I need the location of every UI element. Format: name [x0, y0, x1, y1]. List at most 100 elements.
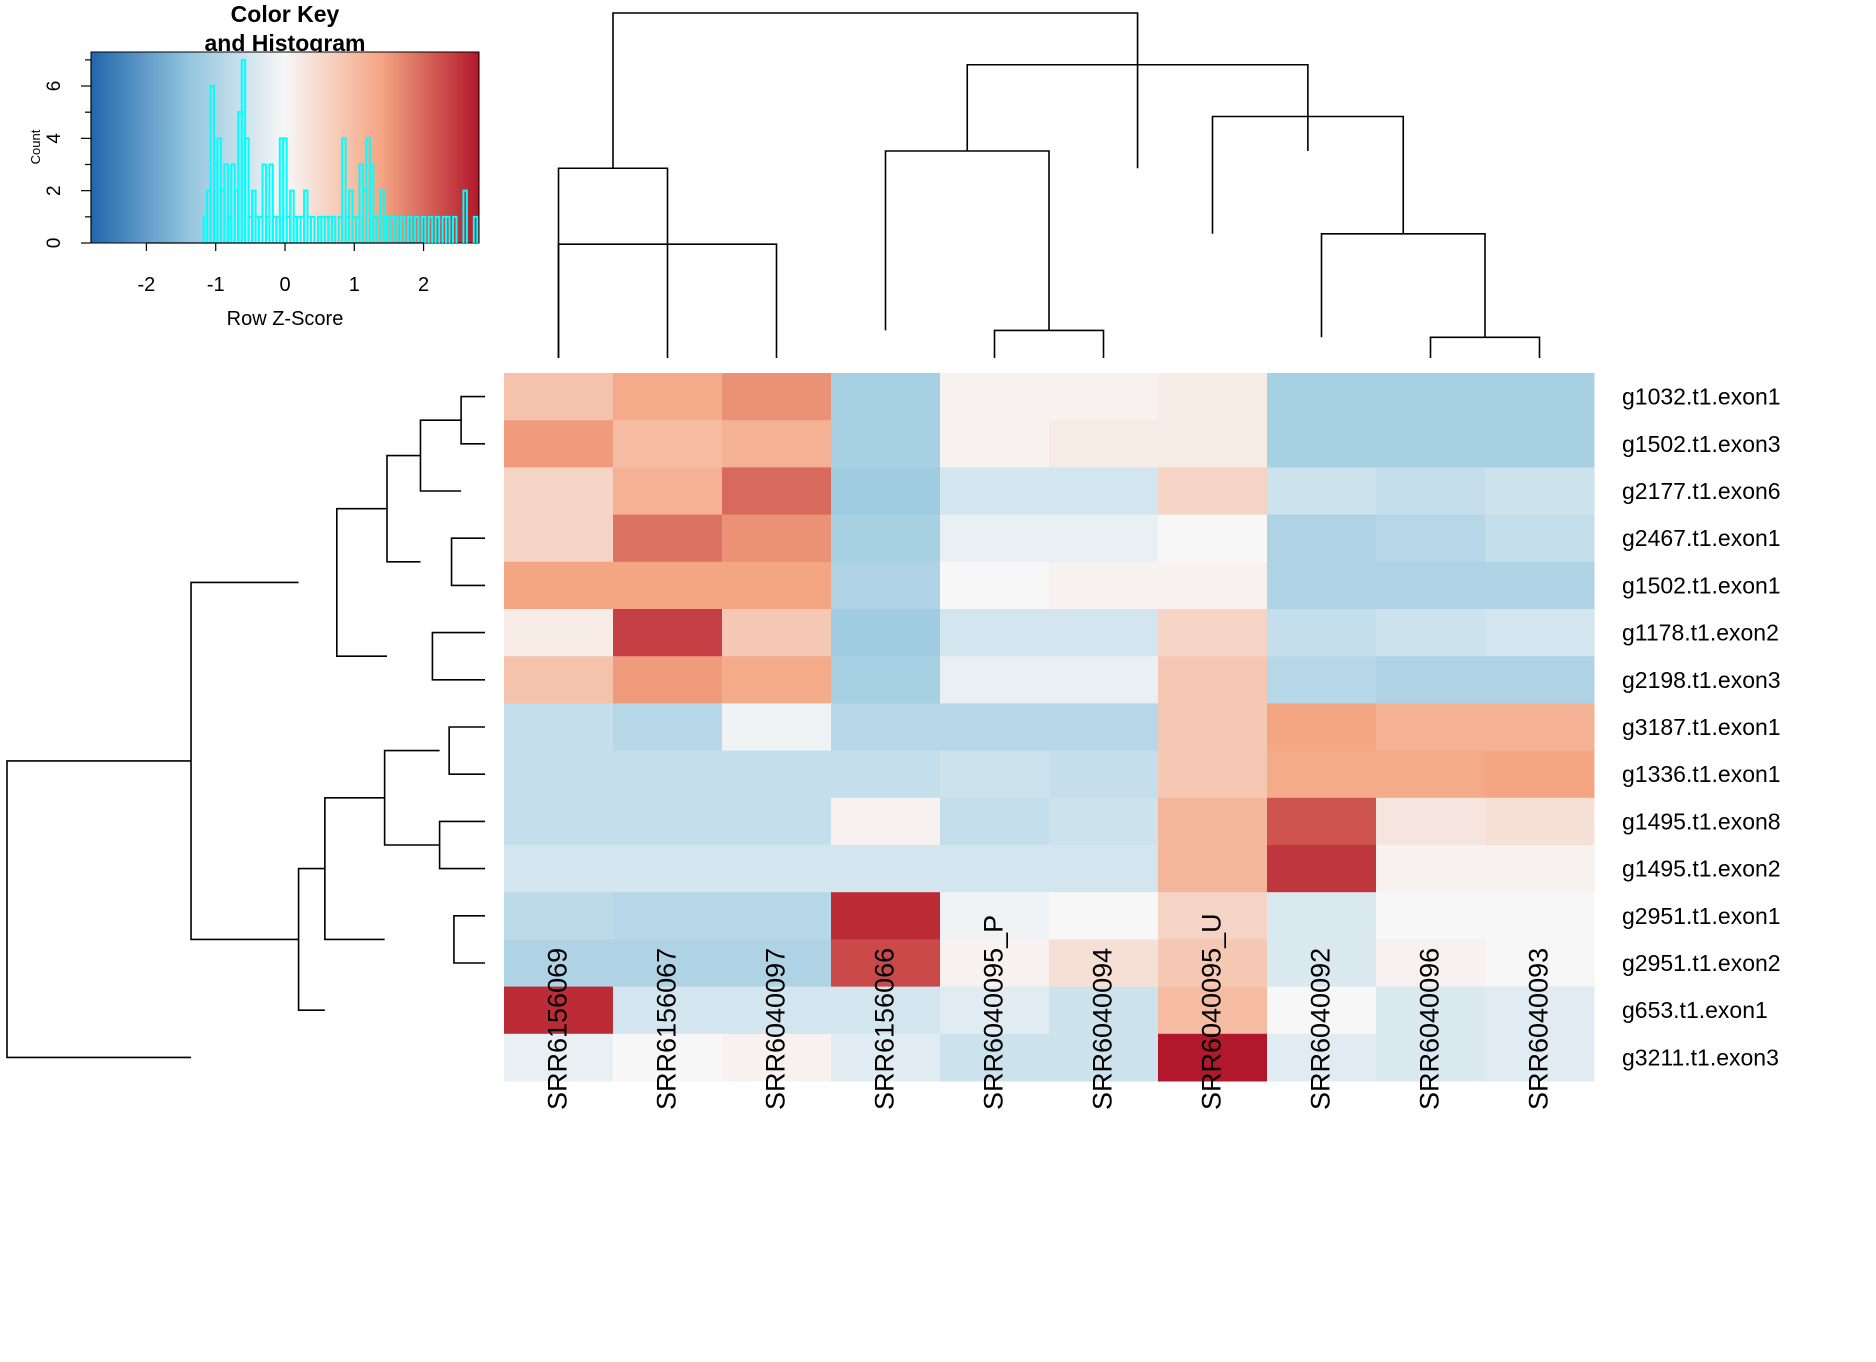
heatmap-cell — [613, 703, 723, 752]
heatmap-cell — [1049, 750, 1159, 799]
heatmap-cell — [613, 373, 723, 421]
histogram-bar — [268, 163, 274, 243]
heatmap-cell — [613, 514, 723, 563]
heatmap-cell — [504, 609, 614, 657]
column-dendrogram-branch — [993, 329, 1105, 358]
column-label: SRR6040093 — [1524, 948, 1554, 1110]
heatmap-cell — [1485, 467, 1595, 516]
row-dendrogram-branch — [190, 581, 299, 941]
heatmap-cell — [1485, 420, 1595, 468]
row-label: g3211.t1.exon3 — [1622, 1044, 1779, 1070]
heatmap-cell — [722, 514, 832, 563]
column-label: SRR6040095_U — [1197, 913, 1227, 1110]
heatmap-cell — [940, 420, 1050, 468]
heatmap-cell — [1376, 656, 1486, 704]
row-dendrogram-branch — [419, 419, 462, 492]
heatmap-cell — [1485, 986, 1595, 1035]
heatmap-cell — [1049, 373, 1159, 421]
heatmap-cell — [613, 892, 723, 940]
heatmap-cell — [722, 750, 832, 799]
row-labels: g1032.t1.exon1 g1502.t1.exon3 g2177.t1.exo… — [1622, 384, 1781, 1071]
heatmap-cell — [940, 703, 1050, 752]
row-label: g1495.t1.exon2 — [1622, 856, 1781, 882]
row-dendrogram-branch — [386, 454, 421, 563]
heatmap-cell — [940, 892, 1050, 940]
heatmap-cell — [1049, 467, 1159, 516]
row-dendrogram-branch — [453, 914, 485, 964]
color-key-x-tick-label: -1 — [207, 274, 225, 296]
heatmap-cell — [1158, 467, 1268, 516]
heatmap-cell — [831, 609, 941, 657]
heatmap-cell — [1158, 1033, 1268, 1082]
heatmap-cell — [1049, 514, 1159, 563]
column-label: SRR6040094 — [1088, 948, 1118, 1110]
histogram-bar — [393, 215, 399, 243]
histogram-bar — [244, 137, 250, 243]
heatmap-cell — [831, 986, 941, 1035]
heatmap-cell — [1049, 609, 1159, 657]
heatmap-cell — [722, 373, 832, 421]
row-label: g3187.t1.exon1 — [1622, 714, 1781, 740]
heatmap-cell — [1049, 1033, 1159, 1082]
heatmap-cell — [940, 656, 1050, 704]
heatmap-cell — [1049, 703, 1159, 752]
heatmap-cell — [1267, 467, 1377, 516]
row-dendrogram-branch — [336, 507, 388, 658]
heatmap-cell — [1267, 561, 1377, 610]
column-dendrogram-branch — [1320, 233, 1486, 338]
row-label: g2951.t1.exon2 — [1622, 950, 1781, 976]
heatmap-cell — [940, 373, 1050, 421]
heatmap-cell — [1267, 514, 1377, 563]
color-key-y-tick-label: 6 — [44, 81, 65, 92]
heatmap-cell — [1158, 703, 1268, 752]
heatmap-cell — [504, 561, 614, 610]
row-dendrogram — [6, 395, 485, 1059]
row-dendrogram-branch — [431, 631, 485, 681]
heatmap-cell — [504, 420, 614, 468]
column-label: SRR6040095_P — [979, 915, 1009, 1110]
heatmap-cell — [613, 467, 723, 516]
heatmap-cell — [1376, 892, 1486, 940]
heatmap-cell — [613, 750, 723, 799]
heatmap-cell — [940, 797, 1050, 846]
heatmap-cell — [1049, 656, 1159, 704]
heatmap-cell — [1485, 656, 1595, 704]
heatmap-cell — [831, 1033, 941, 1082]
heatmap-cell — [722, 656, 832, 704]
column-dendrogram-branch — [1429, 336, 1541, 358]
heatmap-cell — [722, 1033, 832, 1082]
heatmap-cell — [613, 845, 723, 893]
heatmap-cell — [1485, 514, 1595, 563]
histogram-bar — [472, 215, 479, 243]
heatmap-cell — [1376, 939, 1486, 988]
row-dendrogram-branch — [383, 749, 440, 846]
row-label: g2467.t1.exon1 — [1622, 525, 1781, 551]
heatmap-cell — [1376, 750, 1486, 799]
heatmap-cell — [831, 373, 941, 421]
row-label: g1502.t1.exon3 — [1622, 431, 1781, 457]
histogram-bar — [400, 215, 406, 243]
heatmap-grid — [504, 373, 1595, 1082]
row-label: g1495.t1.exon8 — [1622, 808, 1781, 834]
heatmap-cell — [1049, 420, 1159, 468]
heatmap-cell — [831, 797, 941, 846]
heatmap-cell — [1158, 561, 1268, 610]
heatmap-cell — [1485, 609, 1595, 657]
column-label: SRR6156067 — [652, 948, 682, 1110]
heatmap-cell — [1267, 1033, 1377, 1082]
row-label: g2951.t1.exon1 — [1622, 903, 1781, 929]
color-key-x-tick-label: -2 — [138, 274, 156, 296]
column-dendrogram-branch — [557, 167, 669, 358]
heatmap-cell — [1049, 845, 1159, 893]
column-dendrogram — [557, 12, 1541, 358]
heatmap-cell — [1049, 797, 1159, 846]
heatmap-cell — [831, 892, 941, 940]
column-label: SRR6040097 — [761, 948, 791, 1110]
heatmap-cell — [504, 467, 614, 516]
heatmap-cell — [1267, 797, 1377, 846]
heatmap-cell — [1485, 703, 1595, 752]
color-key-axes: -2 -1 0 1 2 0 2 4 6 — [44, 59, 429, 296]
histogram-bar — [261, 163, 267, 243]
color-key-y-tick-label: 0 — [44, 238, 65, 249]
